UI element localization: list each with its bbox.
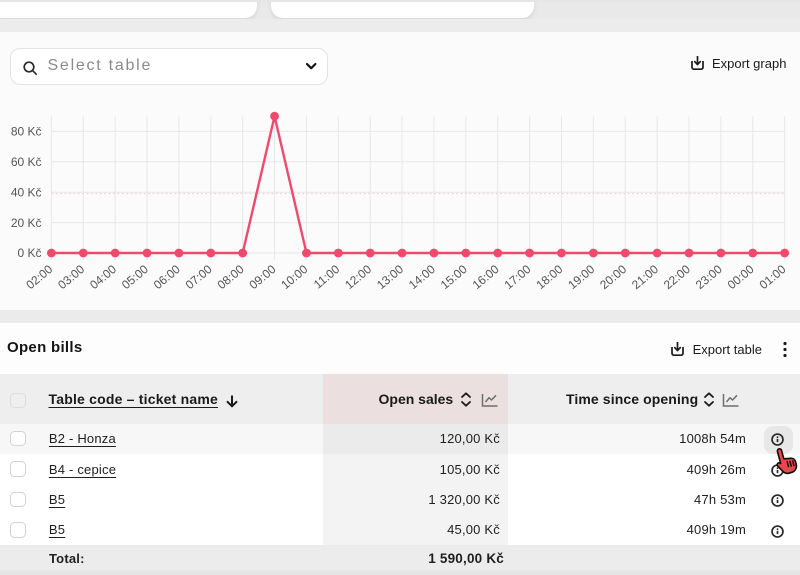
svg-text:23:00: 23:00 (693, 262, 725, 292)
svg-text:04:00: 04:00 (87, 262, 119, 292)
svg-text:05:00: 05:00 (119, 262, 151, 292)
svg-text:16:00: 16:00 (470, 262, 502, 292)
svg-text:60 Kč: 60 Kč (11, 155, 42, 169)
svg-text:14:00: 14:00 (406, 262, 438, 292)
svg-text:00:00: 00:00 (725, 262, 757, 292)
svg-text:20 Kč: 20 Kč (11, 216, 42, 230)
svg-text:07:00: 07:00 (183, 262, 215, 292)
svg-text:06:00: 06:00 (151, 262, 183, 292)
svg-text:15:00: 15:00 (438, 262, 470, 292)
svg-text:09:00: 09:00 (246, 262, 278, 292)
svg-text:01:00: 01:00 (757, 262, 789, 292)
svg-text:21:00: 21:00 (629, 262, 661, 292)
svg-text:20:00: 20:00 (597, 262, 629, 292)
svg-text:18:00: 18:00 (533, 262, 565, 292)
svg-text:02:00: 02:00 (23, 262, 55, 292)
svg-text:03:00: 03:00 (55, 262, 87, 292)
svg-text:12:00: 12:00 (342, 262, 374, 292)
svg-text:08:00: 08:00 (215, 262, 247, 292)
svg-text:22:00: 22:00 (661, 262, 693, 292)
svg-text:80 Kč: 80 Kč (11, 125, 42, 139)
svg-text:40 Kč: 40 Kč (11, 185, 42, 199)
svg-text:13:00: 13:00 (374, 262, 406, 292)
svg-text:17:00: 17:00 (502, 262, 534, 292)
svg-text:19:00: 19:00 (565, 262, 597, 292)
svg-text:0 Kč: 0 Kč (17, 246, 41, 260)
svg-text:11:00: 11:00 (311, 262, 343, 292)
svg-text:10:00: 10:00 (278, 262, 310, 292)
